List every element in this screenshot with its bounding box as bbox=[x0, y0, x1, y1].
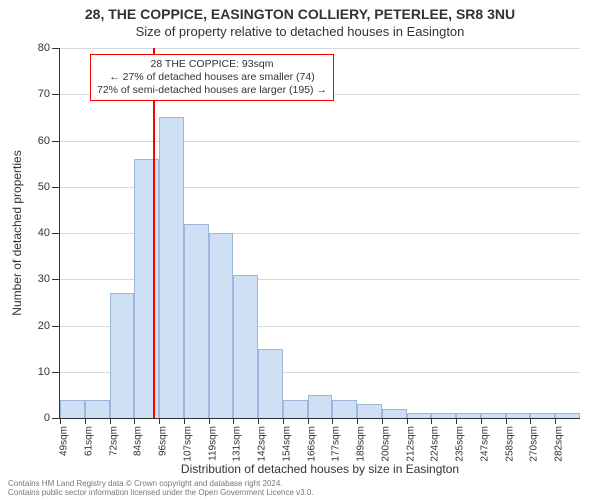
x-tick bbox=[258, 418, 259, 424]
x-tick bbox=[60, 418, 61, 424]
x-tick-label: 84sqm bbox=[133, 426, 144, 456]
y-tick bbox=[52, 372, 60, 373]
x-tick-label: 142sqm bbox=[257, 426, 268, 462]
plot-area: 0102030405060708049sqm61sqm72sqm84sqm96s… bbox=[60, 48, 580, 418]
y-tick-label: 30 bbox=[38, 273, 50, 285]
gridline bbox=[60, 141, 580, 142]
histogram-bar bbox=[382, 409, 407, 418]
y-tick-label: 60 bbox=[38, 135, 50, 147]
x-tick-label: 61sqm bbox=[83, 426, 94, 456]
x-tick bbox=[357, 418, 358, 424]
x-tick-label: 131sqm bbox=[232, 426, 243, 462]
y-tick-label: 10 bbox=[38, 366, 50, 378]
y-tick-label: 40 bbox=[38, 227, 50, 239]
x-tick bbox=[85, 418, 86, 424]
histogram-bar bbox=[332, 400, 357, 419]
chart-subtitle: Size of property relative to detached ho… bbox=[0, 24, 600, 39]
histogram-bar bbox=[60, 400, 85, 419]
x-tick-label: 96sqm bbox=[158, 426, 169, 456]
x-tick bbox=[283, 418, 284, 424]
x-tick-label: 247sqm bbox=[479, 426, 490, 462]
x-tick-label: 270sqm bbox=[529, 426, 540, 462]
y-tick bbox=[52, 187, 60, 188]
histogram-bar bbox=[110, 293, 135, 418]
x-tick-label: 166sqm bbox=[306, 426, 317, 462]
x-tick-label: 189sqm bbox=[356, 426, 367, 462]
y-tick-label: 70 bbox=[38, 88, 50, 100]
histogram-bar bbox=[481, 413, 506, 418]
x-tick bbox=[134, 418, 135, 424]
y-tick-label: 20 bbox=[38, 320, 50, 332]
histogram-bar bbox=[530, 413, 555, 418]
x-tick bbox=[530, 418, 531, 424]
histogram-bar bbox=[506, 413, 531, 418]
x-tick bbox=[308, 418, 309, 424]
chart-title-address: 28, THE COPPICE, EASINGTON COLLIERY, PET… bbox=[0, 6, 600, 22]
histogram-bar bbox=[85, 400, 110, 419]
x-tick bbox=[431, 418, 432, 424]
x-tick bbox=[332, 418, 333, 424]
y-tick bbox=[52, 141, 60, 142]
annotation-line-3: 72% of semi-detached houses are larger (… bbox=[97, 84, 327, 97]
y-tick bbox=[52, 418, 60, 419]
x-tick-label: 282sqm bbox=[554, 426, 565, 462]
histogram-bar bbox=[233, 275, 258, 418]
x-tick-label: 49sqm bbox=[59, 426, 70, 456]
y-tick-label: 80 bbox=[38, 42, 50, 54]
x-tick bbox=[184, 418, 185, 424]
x-tick-label: 154sqm bbox=[281, 426, 292, 462]
x-tick-label: 107sqm bbox=[182, 426, 193, 462]
histogram-bar bbox=[308, 395, 333, 418]
x-tick-label: 235sqm bbox=[455, 426, 466, 462]
histogram-bar bbox=[258, 349, 283, 418]
histogram-bar bbox=[134, 159, 159, 418]
x-tick-label: 177sqm bbox=[331, 426, 342, 462]
y-tick bbox=[52, 279, 60, 280]
gridline bbox=[60, 48, 580, 49]
y-tick bbox=[52, 326, 60, 327]
x-tick bbox=[481, 418, 482, 424]
x-tick bbox=[159, 418, 160, 424]
x-tick bbox=[456, 418, 457, 424]
x-tick bbox=[110, 418, 111, 424]
histogram-bar bbox=[431, 413, 456, 418]
y-tick bbox=[52, 48, 60, 49]
annotation-box: 28 THE COPPICE: 93sqm← 27% of detached h… bbox=[90, 54, 334, 101]
y-tick bbox=[52, 94, 60, 95]
footer-line-2: Contains public sector information licen… bbox=[8, 489, 592, 498]
x-axis-line bbox=[60, 418, 580, 419]
x-tick-label: 212sqm bbox=[405, 426, 416, 462]
histogram-bar bbox=[555, 413, 580, 418]
x-tick-label: 72sqm bbox=[108, 426, 119, 456]
x-tick bbox=[407, 418, 408, 424]
histogram-bar bbox=[283, 400, 308, 419]
x-axis-label: Distribution of detached houses by size … bbox=[60, 462, 580, 476]
histogram-bar bbox=[357, 404, 382, 418]
x-tick-label: 258sqm bbox=[504, 426, 515, 462]
x-tick bbox=[233, 418, 234, 424]
x-tick-label: 119sqm bbox=[207, 426, 218, 461]
x-tick-label: 224sqm bbox=[430, 426, 441, 462]
x-tick bbox=[382, 418, 383, 424]
annotation-line-2: ← 27% of detached houses are smaller (74… bbox=[97, 71, 327, 84]
attribution-footer: Contains HM Land Registry data © Crown c… bbox=[8, 480, 592, 498]
histogram-bar bbox=[159, 117, 184, 418]
x-tick-label: 200sqm bbox=[380, 426, 391, 462]
histogram-bar bbox=[184, 224, 209, 418]
y-tick-label: 50 bbox=[38, 181, 50, 193]
histogram-bar bbox=[456, 413, 481, 418]
x-tick bbox=[209, 418, 210, 424]
y-tick bbox=[52, 233, 60, 234]
histogram-bar bbox=[209, 233, 234, 418]
x-tick bbox=[506, 418, 507, 424]
annotation-marker-line bbox=[153, 48, 155, 418]
histogram-bar bbox=[407, 413, 432, 418]
x-tick bbox=[555, 418, 556, 424]
y-tick-label: 0 bbox=[44, 412, 50, 424]
histogram-chart: 28, THE COPPICE, EASINGTON COLLIERY, PET… bbox=[0, 0, 600, 500]
y-axis-label: Number of detached properties bbox=[10, 48, 24, 418]
annotation-line-1: 28 THE COPPICE: 93sqm bbox=[97, 58, 327, 71]
